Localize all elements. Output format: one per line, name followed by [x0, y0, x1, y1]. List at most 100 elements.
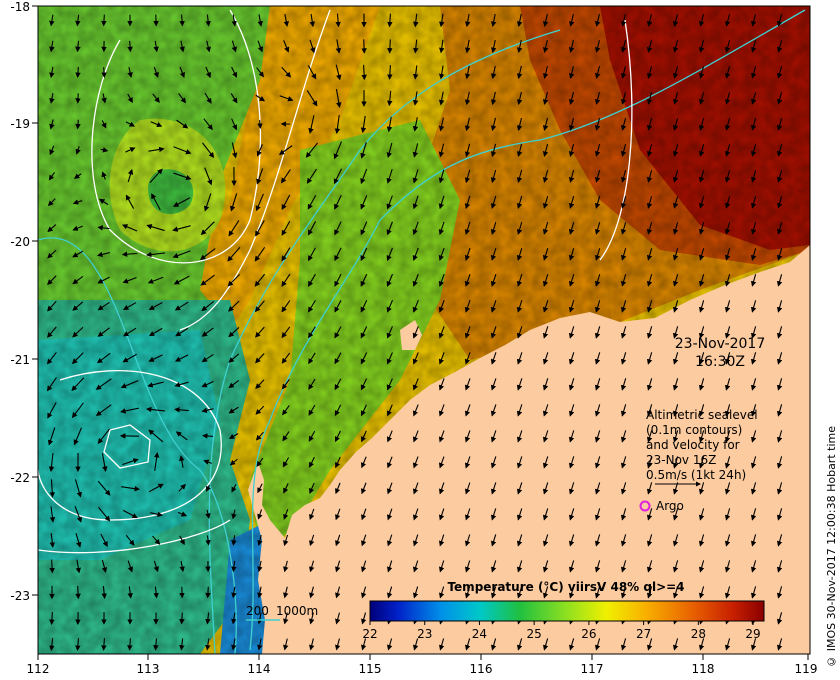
- velocity-arrow: [438, 482, 445, 495]
- velocity-arrow: [490, 143, 497, 158]
- velocity-arrow: [306, 90, 318, 107]
- velocity-arrow: [360, 378, 368, 391]
- velocity-arrow: [490, 326, 497, 339]
- velocity-arrow: [127, 93, 133, 104]
- velocity-arrow: [412, 169, 419, 184]
- velocity-arrow: [72, 301, 84, 311]
- velocity-arrow: [464, 221, 471, 236]
- velocity-arrow: [516, 404, 523, 417]
- lon-tick-label: 113: [137, 654, 159, 676]
- velocity-arrow: [464, 456, 471, 469]
- velocity-arrow: [49, 145, 55, 156]
- velocity-arrow: [542, 13, 549, 27]
- velocity-arrow: [776, 14, 783, 27]
- velocity-arrow: [147, 381, 164, 388]
- velocity-arrow: [101, 453, 108, 472]
- velocity-arrow: [568, 248, 575, 261]
- velocity-arrow: [335, 560, 341, 573]
- colorbar-tick-label: 25: [527, 627, 542, 641]
- velocity-arrow: [386, 142, 393, 159]
- velocity-arrow: [620, 170, 627, 183]
- velocity-arrow: [646, 508, 653, 521]
- svg-text:116: 116: [470, 662, 493, 676]
- bathy-200-label: 200: [246, 604, 269, 618]
- velocity-arrow: [360, 300, 368, 313]
- velocity-arrow: [360, 247, 368, 262]
- velocity-arrow: [516, 143, 523, 158]
- velocity-arrow: [309, 482, 315, 494]
- velocity-arrow: [750, 144, 757, 157]
- velocity-arrow: [97, 251, 111, 258]
- velocity-arrow: [724, 40, 731, 53]
- velocity-arrow: [620, 560, 627, 573]
- velocity-arrow: [776, 248, 783, 261]
- velocity-arrow: [257, 120, 263, 129]
- velocity-arrow: [283, 638, 289, 651]
- velocity-arrow: [620, 274, 627, 287]
- velocity-arrow: [412, 117, 419, 132]
- velocity-arrow: [464, 65, 471, 80]
- velocity-arrow: [568, 352, 575, 365]
- velocity-arrow: [698, 222, 705, 235]
- velocity-arrow: [122, 353, 137, 363]
- velocity-arrow: [724, 144, 731, 157]
- velocity-arrow: [516, 638, 523, 651]
- velocity-arrow: [516, 326, 523, 339]
- velocity-arrow: [672, 40, 679, 53]
- velocity-arrow: [516, 300, 523, 313]
- lon-tick-label: 118: [692, 654, 714, 676]
- velocity-arrow: [672, 378, 679, 391]
- velocity-arrow: [49, 93, 55, 104]
- velocity-arrow: [309, 39, 316, 54]
- velocity-arrow: [309, 612, 315, 625]
- velocity-arrow: [255, 405, 265, 415]
- velocity-arrow: [542, 274, 549, 287]
- velocity-arrow: [672, 352, 679, 365]
- velocity-arrow: [205, 509, 211, 519]
- velocity-arrow: [75, 585, 81, 600]
- velocity-arrow: [438, 169, 445, 184]
- velocity-arrow: [360, 404, 367, 417]
- velocity-arrow: [101, 120, 107, 129]
- velocity-arrow: [724, 274, 731, 287]
- velocity-arrow: [542, 508, 549, 521]
- velocity-arrow: [672, 14, 679, 27]
- velocity-arrow: [49, 119, 55, 130]
- velocity-arrow: [750, 66, 757, 79]
- velocity-arrow: [646, 482, 653, 495]
- velocity-arrow: [594, 404, 601, 417]
- velocity-arrow: [646, 274, 653, 287]
- velocity-arrow: [173, 275, 190, 285]
- velocity-arrow: [412, 456, 419, 469]
- velocity-arrow: [620, 144, 627, 157]
- velocity-arrow: [255, 94, 266, 102]
- velocity-arrow: [646, 92, 653, 105]
- velocity-arrow: [724, 300, 731, 313]
- velocity-arrow: [101, 559, 108, 573]
- velocity-arrow: [750, 508, 757, 521]
- velocity-arrow: [308, 404, 316, 416]
- velocity-arrow: [257, 509, 263, 520]
- velocity-arrow: [48, 171, 56, 181]
- velocity-arrow: [72, 250, 84, 258]
- velocity-arrow: [750, 170, 757, 183]
- velocity-arrow: [750, 40, 757, 53]
- velocity-arrow: [594, 560, 601, 573]
- velocity-arrow: [360, 352, 368, 365]
- velocity-arrow: [386, 534, 393, 547]
- note-line: (0.1m contours): [646, 423, 742, 437]
- velocity-arrow: [412, 378, 419, 391]
- velocity-arrow: [776, 66, 783, 79]
- velocity-arrow: [464, 404, 471, 417]
- velocity-arrow: [256, 67, 265, 78]
- velocity-arrow: [121, 485, 140, 492]
- svg-text:-21: -21: [10, 353, 30, 367]
- velocity-arrow: [490, 247, 497, 261]
- velocity-arrow: [698, 456, 705, 469]
- velocity-arrow: [74, 506, 82, 523]
- velocity-arrow: [439, 13, 445, 28]
- velocity-arrow: [153, 452, 160, 471]
- velocity-arrow: [206, 484, 211, 492]
- velocity-arrow: [594, 248, 601, 261]
- velocity-arrow: [646, 300, 653, 313]
